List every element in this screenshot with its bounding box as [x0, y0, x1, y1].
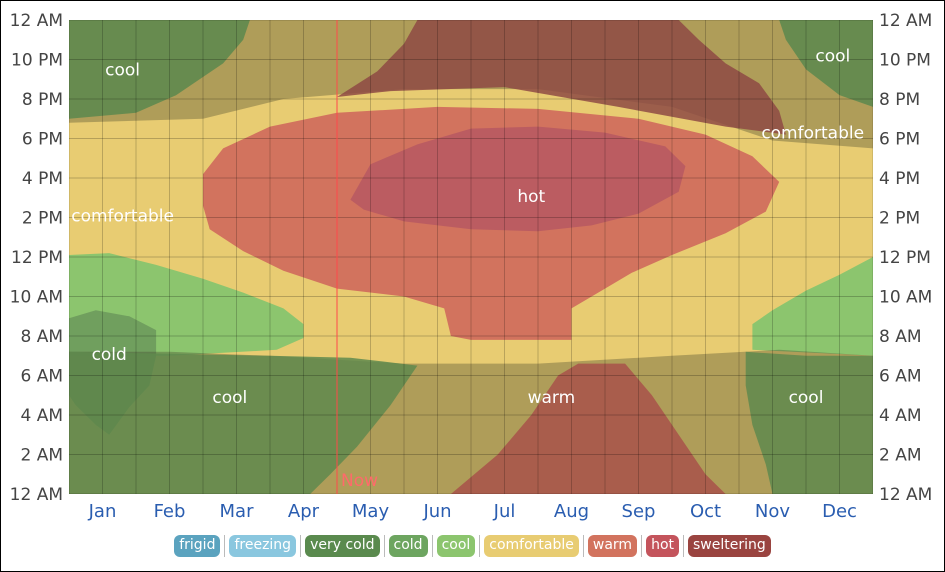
x-tick-month: Aug [554, 501, 589, 522]
hot-region [350, 126, 686, 232]
x-tick-month: Sep [622, 501, 656, 522]
cool-night-top-left [69, 20, 250, 119]
cool-night-top-right [779, 20, 873, 107]
legend-item: very cold [305, 535, 380, 557]
region-label: comfortable [71, 207, 174, 227]
region-label: cold [92, 345, 127, 365]
region-label: cool [789, 388, 824, 408]
y-tick-left: 4 PM [22, 169, 63, 189]
x-tick-month: Jan [88, 501, 117, 522]
region-label: cool [212, 388, 247, 408]
hot-night-region [337, 20, 786, 135]
x-tick-month: Nov [755, 501, 790, 522]
x-tick-month: Mar [220, 501, 255, 522]
y-tick-right: 12 PM [879, 248, 931, 268]
y-tick-right: 12 AM [879, 485, 932, 505]
y-tick-left: 6 PM [22, 130, 63, 150]
cool-night-bottom-left [69, 351, 418, 494]
y-tick-right: 8 PM [879, 90, 920, 110]
legend: frigid freezing very cold cold cool comfortab… [0, 533, 945, 559]
legend-item: cool [436, 535, 476, 557]
legend-separator [224, 535, 226, 557]
legend-item: hot [646, 535, 680, 557]
legend-separator [582, 535, 584, 557]
legend-separator [383, 535, 385, 557]
y-tick-right: 10 PM [879, 51, 931, 71]
legend-item: sweltering [688, 535, 771, 557]
legend-item: freezing [229, 535, 297, 557]
x-tick-month: May [352, 501, 390, 522]
y-tick-left: 8 PM [22, 90, 63, 110]
y-tick-left: 12 PM [11, 248, 63, 268]
y-tick-right: 2 PM [879, 209, 920, 229]
warm-night-region [450, 363, 726, 494]
y-tick-left: 2 AM [20, 446, 63, 466]
region-label: cool [105, 60, 140, 80]
region-label: warm [528, 388, 576, 408]
legend-separator [641, 535, 643, 557]
y-tick-right: 12 AM [879, 11, 932, 31]
y-tick-left: 8 AM [20, 327, 63, 347]
y-tick-left: 6 AM [20, 367, 63, 387]
legend-item: cold [388, 535, 428, 557]
x-tick-month: Jul [493, 501, 516, 522]
legend-separator [431, 535, 433, 557]
y-tick-left: 2 PM [22, 209, 63, 229]
x-tick-month: Feb [154, 501, 186, 522]
now-marker-label: Now [341, 471, 378, 491]
x-tick-month: Jun [422, 501, 451, 522]
y-tick-left: 12 AM [10, 485, 63, 505]
y-tick-left: 10 PM [11, 51, 63, 71]
region-label: hot [517, 187, 545, 207]
legend-item: warm [587, 535, 638, 557]
y-tick-right: 4 PM [879, 169, 920, 189]
legend-separator [300, 535, 302, 557]
legend-item: frigid [174, 535, 221, 557]
region-label: comfortable [761, 124, 864, 144]
y-tick-right: 6 PM [879, 130, 920, 150]
y-tick-right: 6 AM [879, 367, 922, 387]
x-tick-month: Apr [288, 501, 320, 522]
y-tick-right: 10 AM [879, 288, 932, 308]
y-tick-right: 4 AM [879, 406, 922, 426]
x-tick-month: Oct [690, 501, 721, 522]
y-tick-right: 2 AM [879, 446, 922, 466]
y-tick-left: 12 AM [10, 11, 63, 31]
plot-area [69, 20, 873, 494]
legend-item: comfortable [484, 535, 579, 557]
cool-night-bottom-right [745, 351, 873, 494]
legend-separator [683, 535, 685, 557]
y-tick-left: 10 AM [10, 288, 63, 308]
cool-morning-right [752, 257, 873, 356]
y-tick-right: 8 AM [879, 327, 922, 347]
region-label: cool [815, 47, 850, 67]
y-tick-left: 4 AM [20, 406, 63, 426]
x-tick-month: Dec [822, 501, 857, 522]
legend-separator [479, 535, 481, 557]
